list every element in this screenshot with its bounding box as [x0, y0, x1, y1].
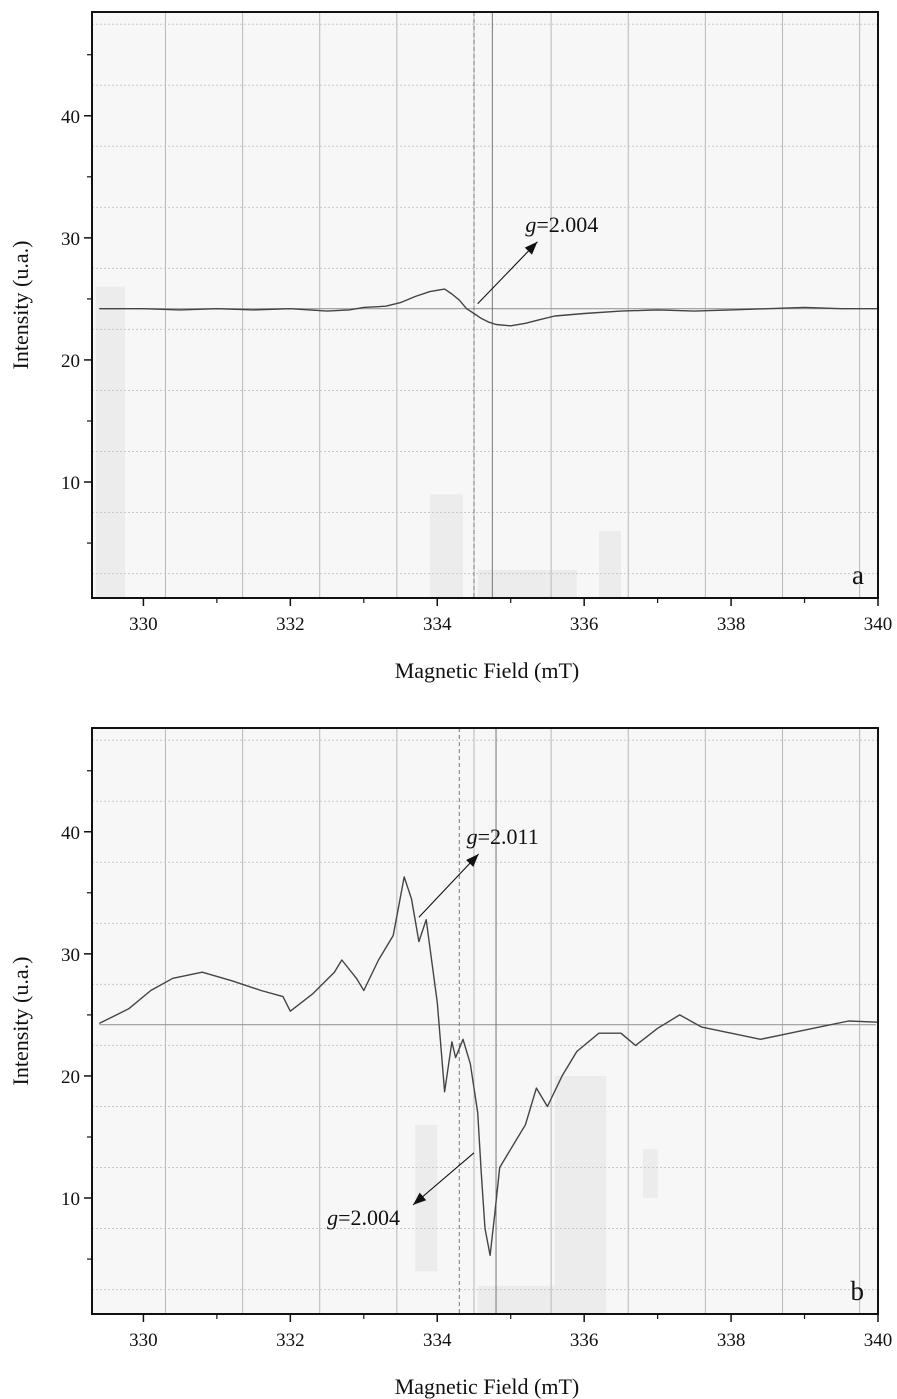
- y-tick-label: 20: [61, 351, 80, 372]
- y-tick-label: 30: [61, 229, 80, 250]
- x-tick-label: 336: [570, 1330, 599, 1351]
- g-value: =2.004: [338, 1205, 400, 1230]
- scan-speckle: [642, 1149, 658, 1199]
- y-tick-label: 30: [61, 945, 80, 966]
- x-tick-label: 334: [423, 614, 452, 635]
- x-tick-label: 330: [129, 1330, 158, 1351]
- y-axis-title: Intensity (u.a.): [8, 241, 33, 370]
- plot-frame: [91, 727, 879, 1315]
- plot-background: [92, 12, 878, 598]
- scan-speckle: [415, 1124, 438, 1272]
- plot-frame: [91, 11, 879, 599]
- scan-speckle: [429, 494, 463, 598]
- g-symbol: g: [525, 212, 536, 237]
- scan-speckle: [598, 530, 621, 598]
- y-tick-label: 10: [61, 1189, 80, 1210]
- panel-letter: a: [852, 560, 864, 590]
- annotation-arrow-head: [413, 1192, 427, 1205]
- x-tick-label: 340: [864, 1330, 893, 1351]
- scan-speckle-group: [415, 1075, 658, 1314]
- plot-background: [92, 728, 878, 1314]
- y-tick-label: 40: [61, 107, 80, 128]
- y-axis-title: Intensity (u.a.): [8, 957, 33, 1086]
- annotation-arrow-line: [412, 1152, 475, 1206]
- x-axis-title: Magnetic Field (mT): [395, 1374, 580, 1399]
- spectrum-trace: [98, 876, 879, 1257]
- g-factor-annotation: g=2.011: [467, 824, 539, 849]
- x-axis-title: Magnetic Field (mT): [395, 658, 580, 683]
- x-tick-label: 330: [129, 614, 158, 635]
- x-tick-label: 336: [570, 614, 599, 635]
- spectrum-trace: [99, 288, 878, 327]
- x-tick-label: 334: [423, 1330, 452, 1351]
- g-symbol: g: [467, 824, 478, 849]
- panel-letter: b: [851, 1276, 865, 1306]
- annotation-arrow-head: [466, 853, 479, 867]
- grid: [92, 12, 878, 598]
- annotation-arrow-head: [524, 241, 538, 255]
- y-tick-label: 10: [61, 473, 80, 494]
- panel-b-chart: 330 332 334 336 338 340 10 20 30 40 Magnetic Field…: [8, 727, 893, 1399]
- g-value: =2.004: [536, 212, 598, 237]
- panel-a-chart: 330 332 334 336 338 340 10 20 30 40 Magnetic Field…: [8, 11, 893, 683]
- x-tick-label: 338: [717, 614, 746, 635]
- x-tick-label: 332: [276, 614, 305, 635]
- scan-speckle: [95, 286, 126, 598]
- g-factor-annotation: g=2.004: [327, 1205, 400, 1230]
- paper-label-patch: [477, 569, 577, 598]
- x-tick-label: 340: [864, 614, 893, 635]
- x-tick-label: 332: [276, 1330, 305, 1351]
- g-factor-annotation: g=2.004: [525, 212, 598, 237]
- scan-speckle-group: [95, 286, 621, 598]
- scan-speckle: [554, 1075, 607, 1314]
- y-tick-label: 40: [61, 823, 80, 844]
- y-tick-label: 20: [61, 1067, 80, 1088]
- x-tick-label: 338: [717, 1330, 746, 1351]
- annotation-arrow-line: [477, 241, 538, 305]
- paper-label-patch: [477, 1285, 577, 1314]
- g-value: =2.011: [478, 824, 539, 849]
- annotation-arrow-line: [418, 853, 480, 918]
- g-symbol: g: [327, 1205, 338, 1230]
